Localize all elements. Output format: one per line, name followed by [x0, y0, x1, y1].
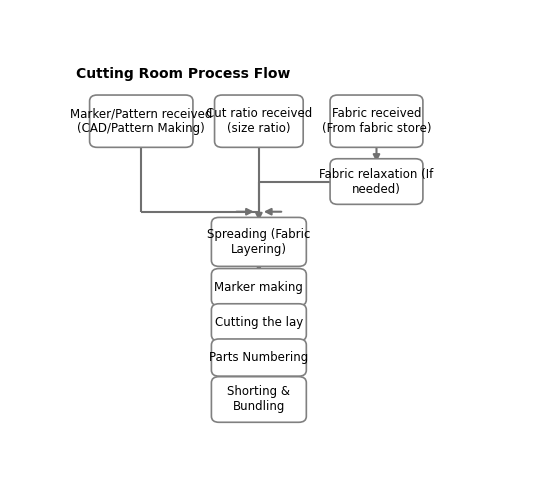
- Text: Cutting Room Process Flow: Cutting Room Process Flow: [76, 67, 291, 80]
- Text: Spreading (Fabric
Layering): Spreading (Fabric Layering): [207, 228, 311, 256]
- Text: Cutting the lay: Cutting the lay: [215, 316, 303, 329]
- Text: Shorting &
Bundling: Shorting & Bundling: [228, 386, 291, 413]
- Text: Marker making: Marker making: [215, 281, 304, 294]
- FancyBboxPatch shape: [211, 376, 306, 422]
- FancyBboxPatch shape: [89, 95, 193, 148]
- FancyBboxPatch shape: [211, 339, 306, 376]
- FancyBboxPatch shape: [330, 159, 423, 205]
- Text: Cut ratio received
(size ratio): Cut ratio received (size ratio): [206, 107, 312, 135]
- Text: Parts Numbering: Parts Numbering: [209, 351, 308, 364]
- FancyBboxPatch shape: [211, 269, 306, 306]
- FancyBboxPatch shape: [211, 304, 306, 341]
- FancyBboxPatch shape: [215, 95, 303, 148]
- Text: Marker/Pattern received
(CAD/Pattern Making): Marker/Pattern received (CAD/Pattern Mak…: [70, 107, 212, 135]
- Text: Fabric relaxation (If
needed): Fabric relaxation (If needed): [319, 168, 434, 195]
- FancyBboxPatch shape: [211, 217, 306, 266]
- Text: Fabric received
(From fabric store): Fabric received (From fabric store): [322, 107, 431, 135]
- FancyBboxPatch shape: [330, 95, 423, 148]
